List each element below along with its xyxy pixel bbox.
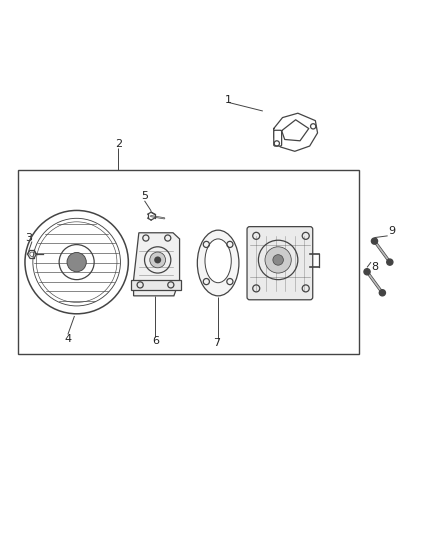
Text: 8: 8 [371, 262, 378, 271]
Text: 7: 7 [213, 338, 220, 348]
Circle shape [150, 252, 166, 268]
Ellipse shape [205, 239, 231, 282]
Ellipse shape [197, 230, 239, 296]
Text: 6: 6 [152, 336, 159, 346]
FancyBboxPatch shape [247, 227, 313, 300]
Text: 3: 3 [25, 233, 32, 243]
Polygon shape [134, 233, 180, 296]
Circle shape [371, 238, 378, 244]
Text: 1: 1 [225, 95, 232, 105]
Text: 2: 2 [115, 139, 122, 149]
Text: 5: 5 [141, 191, 148, 201]
Polygon shape [131, 280, 181, 290]
Circle shape [387, 259, 393, 265]
Bar [18, 170, 359, 354]
Circle shape [273, 255, 283, 265]
Circle shape [364, 269, 370, 275]
Text: 4: 4 [64, 334, 71, 344]
Circle shape [67, 253, 86, 272]
Circle shape [265, 247, 291, 273]
Circle shape [379, 290, 385, 296]
Circle shape [154, 256, 161, 263]
Text: 9: 9 [389, 227, 396, 237]
FancyBboxPatch shape [274, 130, 282, 146]
